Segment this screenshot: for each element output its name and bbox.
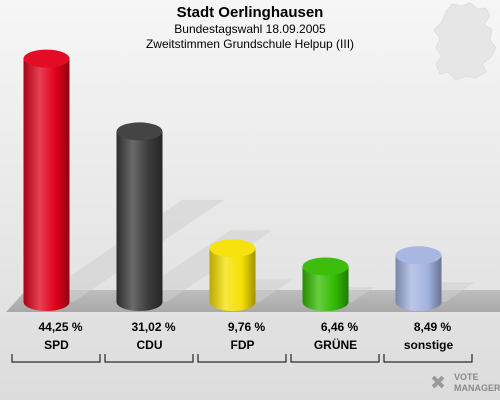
bar-top-grüne [302,257,349,276]
bar-cdu [116,122,163,311]
bar-grüne [302,257,349,311]
category-label-fdp: FDP [231,338,255,352]
bar-top-cdu [116,122,163,141]
bar-fdp [209,239,256,311]
bar-body-fdp [209,248,256,311]
category-label-grüne: GRÜNE [314,337,357,352]
category-bracket-cdu [104,354,194,363]
value-label-cdu: 31,02 % [131,320,175,334]
logo-line-2: MANAGER [454,383,500,393]
value-label-spd: 44,25 % [38,320,82,334]
category-bracket-fdp [197,354,287,363]
labels: 44,25 % SPD 31,02 % CDU 9,76 % FDP 6,46 % GRÜNE… [11,320,473,363]
bar-body-sonstige [395,255,442,311]
bar-spd [23,49,70,311]
category-label-sonstige: sonstige [404,338,454,352]
value-label-grüne: 6,46 % [321,320,359,334]
chart-subtitle-2: Zweitstimmen Grundschule Helpup (III) [146,37,354,51]
bar-body-spd [23,58,70,311]
bar-top-sonstige [395,246,442,265]
category-bracket-grüne [290,354,380,363]
bars [23,49,442,311]
category-bracket-sonstige [383,354,473,363]
value-label-sonstige: 8,49 % [414,320,452,334]
category-label-spd: SPD [44,338,69,352]
bar-sonstige [395,246,442,311]
chart-subtitle: Bundestagswahl 18.09.2005 [174,22,326,36]
category-label-cdu: CDU [137,338,163,352]
category-bracket-spd [11,354,101,363]
vote-manager-logo: VOTE MANAGER [431,372,500,393]
bar-top-fdp [209,239,256,258]
value-label-fdp: 9,76 % [228,320,266,334]
germany-map-icon [433,2,497,81]
bar-top-spd [23,49,70,68]
logo-line-1: VOTE [454,372,479,382]
bar-body-grüne [302,266,349,311]
bar-body-cdu [116,131,163,311]
chart-title: Stadt Oerlinghausen [177,4,324,21]
